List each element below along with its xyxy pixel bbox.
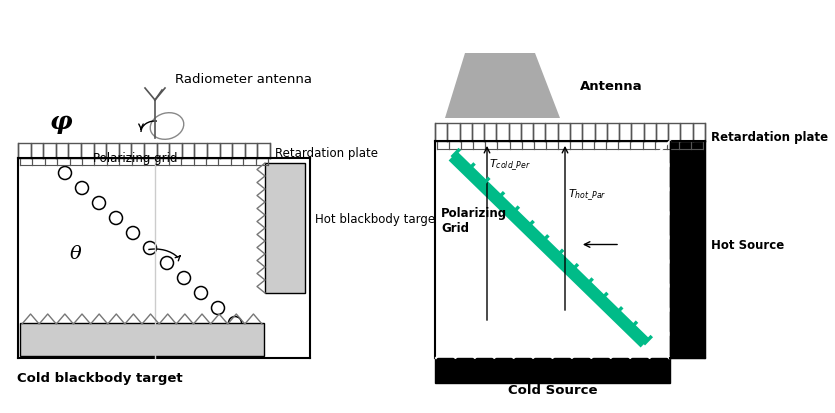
Text: Antenna: Antenna — [580, 80, 643, 93]
Text: Hot blackbody targe: Hot blackbody targe — [315, 212, 435, 225]
Text: $T_{hot\_Par}$: $T_{hot\_Par}$ — [568, 187, 606, 202]
Text: Hot Source: Hot Source — [711, 238, 784, 252]
Text: Polarizing grid: Polarizing grid — [93, 152, 178, 165]
Bar — [265, 164, 305, 293]
Polygon shape — [445, 54, 560, 119]
Text: θ: θ — [70, 244, 82, 262]
Text: φ: φ — [50, 110, 73, 134]
Bar — [20, 323, 264, 356]
Text: Cold Source: Cold Source — [508, 383, 597, 396]
Text: Retardation plate: Retardation plate — [275, 147, 378, 160]
Text: Cold blackbody target: Cold blackbody target — [18, 371, 183, 384]
Text: Radiometer antenna: Radiometer antenna — [175, 73, 312, 86]
Bar — [435, 358, 670, 383]
Bar — [670, 142, 705, 358]
Text: Polarizing
Grid: Polarizing Grid — [441, 207, 507, 235]
Text: $T_{cold\_Per}$: $T_{cold\_Per}$ — [489, 157, 531, 172]
Text: Retardation plate: Retardation plate — [711, 130, 828, 143]
